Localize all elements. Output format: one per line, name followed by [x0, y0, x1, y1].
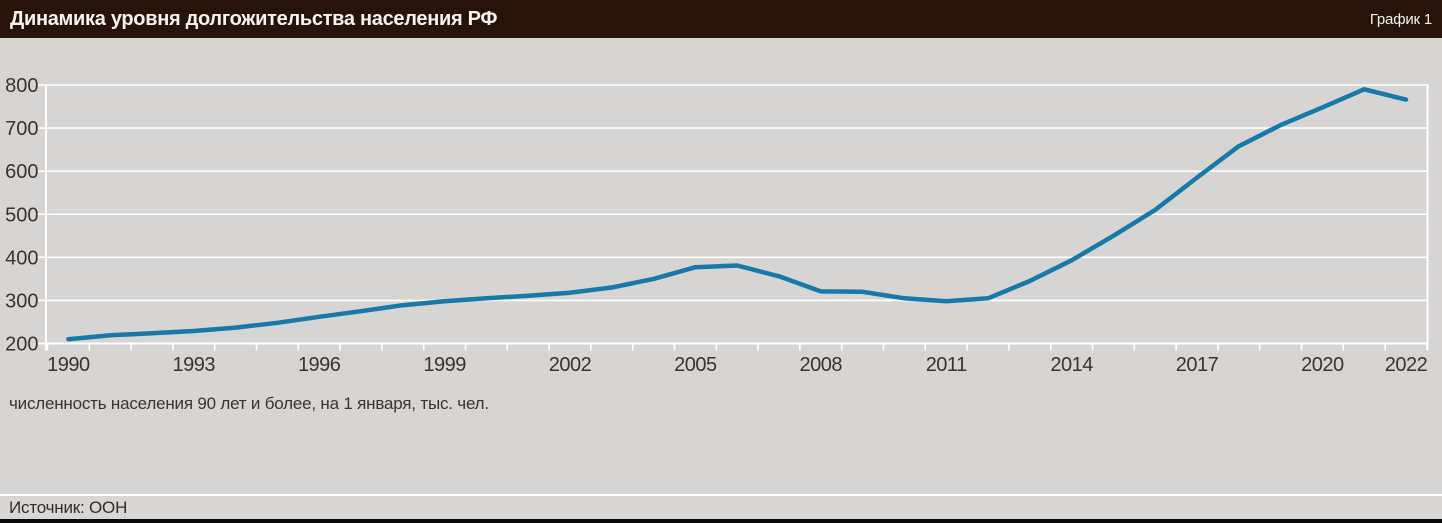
figure-number-label: График 1	[1369, 10, 1432, 28]
y-tick-label: 400	[5, 247, 38, 269]
axis-caption: численность населения 90 лет и более, на…	[9, 394, 489, 413]
x-tick-label: 2020	[1301, 354, 1344, 376]
x-tick-label: 2017	[1176, 354, 1219, 376]
x-tick-label: 2011	[926, 354, 967, 376]
y-tick-label: 800	[5, 75, 38, 97]
data-series-line	[66, 87, 1409, 342]
header: Динамика уровня долгожительства населени…	[0, 0, 1442, 38]
bottom-border-bar	[0, 519, 1442, 523]
x-tick-label: 2002	[549, 354, 592, 376]
x-tick-label: 2022	[1385, 354, 1428, 376]
footer-divider	[0, 494, 1442, 496]
x-tick-label: 1999	[423, 354, 466, 376]
x-tick-label: 2008	[800, 354, 843, 376]
y-tick-label: 500	[5, 204, 38, 226]
x-tick-label: 1990	[47, 354, 90, 376]
source-row: Источник: ООН	[0, 496, 1442, 519]
y-tick-label: 600	[5, 161, 38, 183]
y-tick-label: 300	[5, 290, 38, 312]
y-tick-label: 200	[5, 334, 38, 356]
x-tick-label: 1996	[298, 354, 341, 376]
y-tick-label: 700	[5, 118, 38, 140]
source-label: Источник: ООН	[9, 497, 128, 517]
x-tick-label: 2014	[1050, 354, 1093, 376]
x-tick-label: 1993	[173, 354, 216, 376]
x-tick-label: 2005	[674, 354, 717, 376]
chart-title: Динамика уровня долгожительства населени…	[10, 7, 498, 30]
